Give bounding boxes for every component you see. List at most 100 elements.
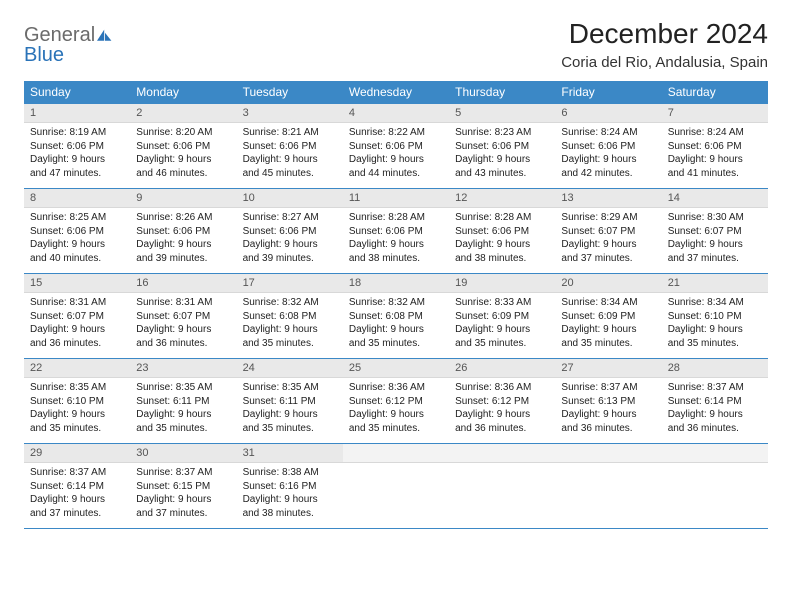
calendar-day-cell (449, 444, 555, 529)
daylight-text-2: and 35 minutes. (349, 422, 443, 436)
sunrise-text: Sunrise: 8:34 AM (668, 296, 762, 310)
calendar-body: 1Sunrise: 8:19 AMSunset: 6:06 PMDaylight… (24, 104, 768, 529)
calendar-day-cell: 13Sunrise: 8:29 AMSunset: 6:07 PMDayligh… (555, 189, 661, 274)
day-number: 1 (24, 104, 130, 123)
sunrise-text: Sunrise: 8:22 AM (349, 126, 443, 140)
calendar-day-cell (662, 444, 768, 529)
sunset-text: Sunset: 6:13 PM (561, 395, 655, 409)
sunset-text: Sunset: 6:06 PM (349, 140, 443, 154)
day-body: Sunrise: 8:37 AMSunset: 6:13 PMDaylight:… (555, 378, 661, 443)
daylight-text-1: Daylight: 9 hours (561, 323, 655, 337)
day-number-empty (343, 444, 449, 463)
daylight-text-1: Daylight: 9 hours (349, 323, 443, 337)
day-number: 7 (662, 104, 768, 123)
sunrise-text: Sunrise: 8:24 AM (561, 126, 655, 140)
day-body: Sunrise: 8:23 AMSunset: 6:06 PMDaylight:… (449, 123, 555, 188)
day-body: Sunrise: 8:28 AMSunset: 6:06 PMDaylight:… (449, 208, 555, 273)
sunset-text: Sunset: 6:06 PM (243, 225, 337, 239)
daylight-text-2: and 35 minutes. (561, 337, 655, 351)
weekday-header: Monday (130, 81, 236, 104)
logo-text-blue: Blue (24, 44, 64, 66)
day-number: 8 (24, 189, 130, 208)
daylight-text-2: and 35 minutes. (243, 422, 337, 436)
calendar-day-cell: 1Sunrise: 8:19 AMSunset: 6:06 PMDaylight… (24, 104, 130, 189)
sunset-text: Sunset: 6:10 PM (30, 395, 124, 409)
daylight-text-2: and 37 minutes. (30, 507, 124, 521)
calendar-day-cell: 10Sunrise: 8:27 AMSunset: 6:06 PMDayligh… (237, 189, 343, 274)
calendar-day-cell: 18Sunrise: 8:32 AMSunset: 6:08 PMDayligh… (343, 274, 449, 359)
day-number: 27 (555, 359, 661, 378)
logo: General (24, 18, 115, 47)
calendar-day-cell: 26Sunrise: 8:36 AMSunset: 6:12 PMDayligh… (449, 359, 555, 444)
sunset-text: Sunset: 6:07 PM (136, 310, 230, 324)
sunrise-text: Sunrise: 8:28 AM (455, 211, 549, 225)
sunset-text: Sunset: 6:06 PM (349, 225, 443, 239)
weekday-header: Tuesday (237, 81, 343, 104)
title-block: December 2024 Coria del Rio, Andalusia, … (561, 18, 768, 71)
day-number-empty (449, 444, 555, 463)
daylight-text-2: and 38 minutes. (243, 507, 337, 521)
day-body: Sunrise: 8:31 AMSunset: 6:07 PMDaylight:… (24, 293, 130, 358)
daylight-text-2: and 35 minutes. (455, 337, 549, 351)
daylight-text-1: Daylight: 9 hours (455, 153, 549, 167)
daylight-text-1: Daylight: 9 hours (243, 153, 337, 167)
weekday-header: Friday (555, 81, 661, 104)
daylight-text-2: and 36 minutes. (561, 422, 655, 436)
daylight-text-1: Daylight: 9 hours (668, 238, 762, 252)
calendar-day-cell: 12Sunrise: 8:28 AMSunset: 6:06 PMDayligh… (449, 189, 555, 274)
daylight-text-2: and 37 minutes. (136, 507, 230, 521)
daylight-text-2: and 35 minutes. (349, 337, 443, 351)
calendar-day-cell: 15Sunrise: 8:31 AMSunset: 6:07 PMDayligh… (24, 274, 130, 359)
day-number: 5 (449, 104, 555, 123)
sunset-text: Sunset: 6:06 PM (136, 140, 230, 154)
daylight-text-2: and 44 minutes. (349, 167, 443, 181)
sunset-text: Sunset: 6:16 PM (243, 480, 337, 494)
sunrise-text: Sunrise: 8:32 AM (349, 296, 443, 310)
sunrise-text: Sunrise: 8:20 AM (136, 126, 230, 140)
sunset-text: Sunset: 6:10 PM (668, 310, 762, 324)
calendar-week-row: 1Sunrise: 8:19 AMSunset: 6:06 PMDaylight… (24, 104, 768, 189)
sunrise-text: Sunrise: 8:35 AM (30, 381, 124, 395)
sunrise-text: Sunrise: 8:23 AM (455, 126, 549, 140)
daylight-text-2: and 47 minutes. (30, 167, 124, 181)
sunset-text: Sunset: 6:06 PM (455, 140, 549, 154)
day-number: 9 (130, 189, 236, 208)
calendar-day-cell: 22Sunrise: 8:35 AMSunset: 6:10 PMDayligh… (24, 359, 130, 444)
location-text: Coria del Rio, Andalusia, Spain (561, 54, 768, 71)
daylight-text-1: Daylight: 9 hours (243, 238, 337, 252)
day-number: 14 (662, 189, 768, 208)
day-number: 18 (343, 274, 449, 293)
daylight-text-1: Daylight: 9 hours (30, 408, 124, 422)
day-body-empty (343, 463, 449, 521)
sunrise-text: Sunrise: 8:30 AM (668, 211, 762, 225)
calendar-day-cell (343, 444, 449, 529)
calendar-day-cell (555, 444, 661, 529)
sunset-text: Sunset: 6:08 PM (243, 310, 337, 324)
sunrise-text: Sunrise: 8:33 AM (455, 296, 549, 310)
calendar-head: SundayMondayTuesdayWednesdayThursdayFrid… (24, 81, 768, 104)
daylight-text-1: Daylight: 9 hours (455, 323, 549, 337)
day-number: 12 (449, 189, 555, 208)
daylight-text-2: and 35 minutes. (243, 337, 337, 351)
daylight-text-1: Daylight: 9 hours (668, 408, 762, 422)
daylight-text-1: Daylight: 9 hours (561, 153, 655, 167)
calendar-day-cell: 11Sunrise: 8:28 AMSunset: 6:06 PMDayligh… (343, 189, 449, 274)
sunrise-text: Sunrise: 8:24 AM (668, 126, 762, 140)
logo-line2: Blue (24, 44, 64, 67)
day-body: Sunrise: 8:26 AMSunset: 6:06 PMDaylight:… (130, 208, 236, 273)
daylight-text-1: Daylight: 9 hours (30, 493, 124, 507)
daylight-text-2: and 38 minutes. (349, 252, 443, 266)
day-number: 21 (662, 274, 768, 293)
sunrise-text: Sunrise: 8:32 AM (243, 296, 337, 310)
day-body: Sunrise: 8:35 AMSunset: 6:11 PMDaylight:… (130, 378, 236, 443)
sunrise-text: Sunrise: 8:29 AM (561, 211, 655, 225)
calendar-day-cell: 7Sunrise: 8:24 AMSunset: 6:06 PMDaylight… (662, 104, 768, 189)
day-number: 3 (237, 104, 343, 123)
day-body: Sunrise: 8:37 AMSunset: 6:15 PMDaylight:… (130, 463, 236, 528)
day-number: 11 (343, 189, 449, 208)
sunset-text: Sunset: 6:07 PM (30, 310, 124, 324)
sunset-text: Sunset: 6:06 PM (561, 140, 655, 154)
sunrise-text: Sunrise: 8:21 AM (243, 126, 337, 140)
daylight-text-1: Daylight: 9 hours (561, 238, 655, 252)
daylight-text-1: Daylight: 9 hours (136, 153, 230, 167)
